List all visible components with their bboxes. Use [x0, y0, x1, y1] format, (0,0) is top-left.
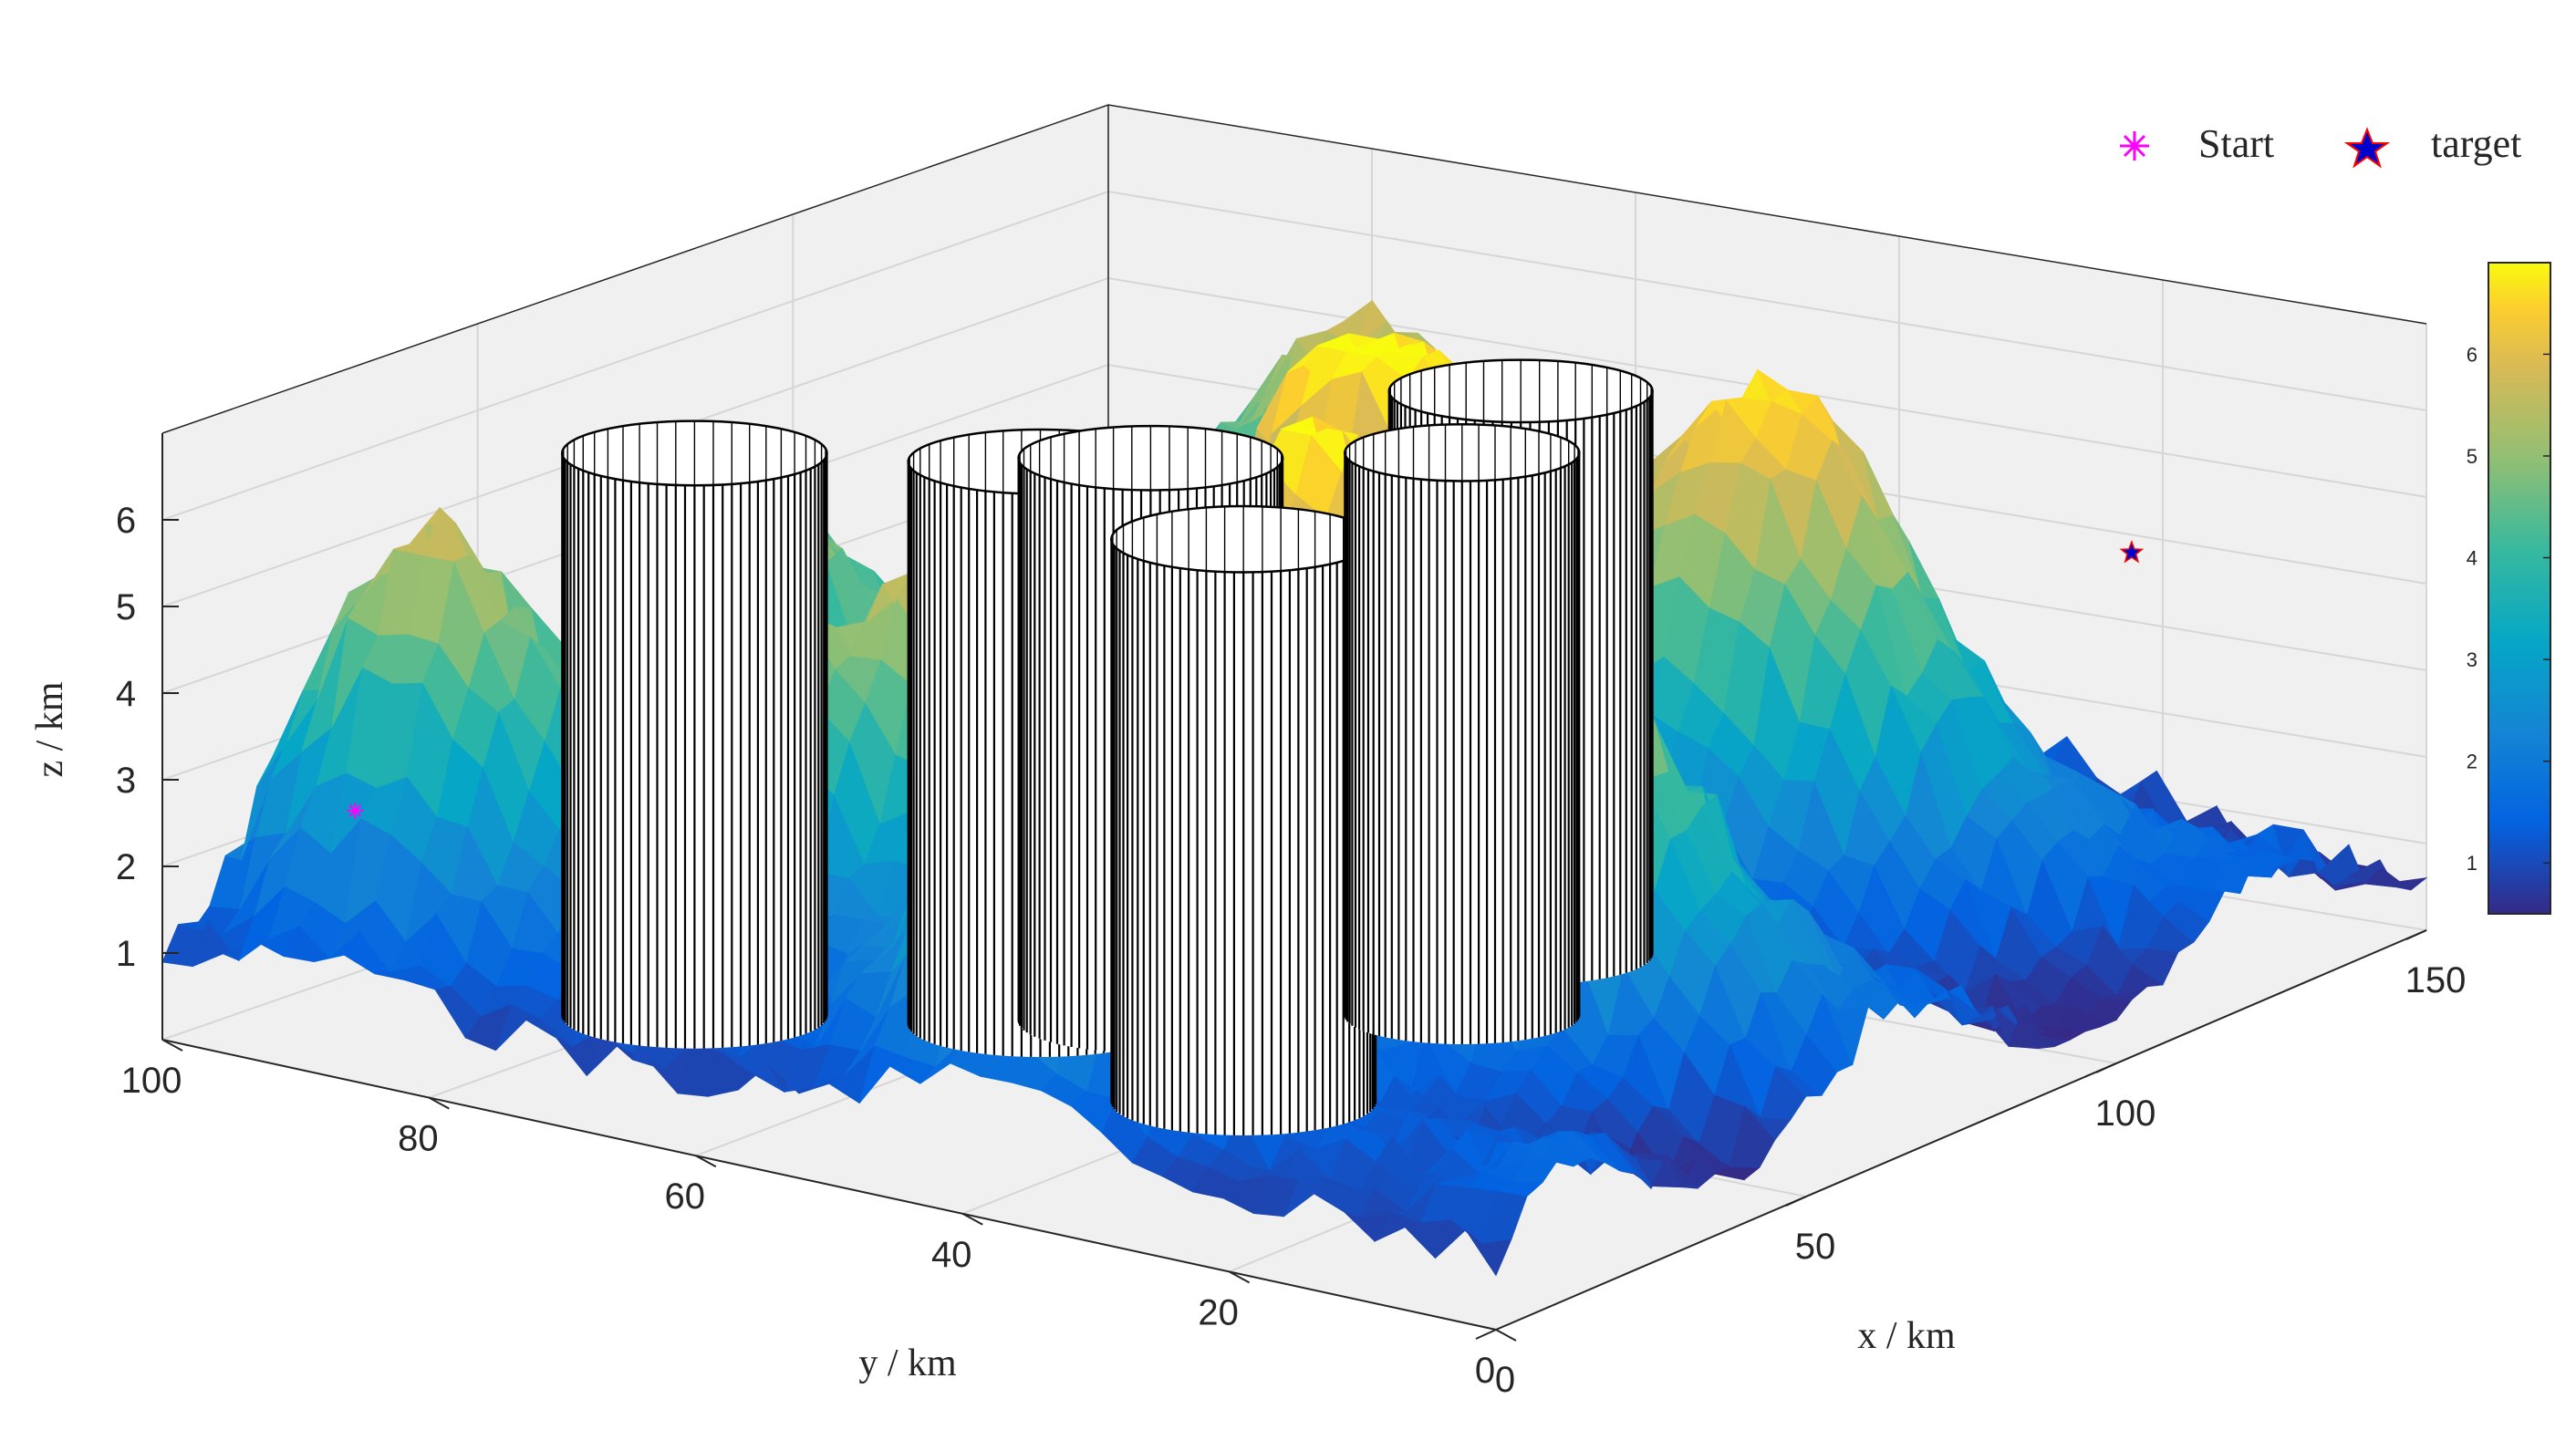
z-tick-label: 4 — [116, 674, 136, 714]
path-markers — [347, 539, 2145, 819]
no-fly-cylinder — [561, 420, 828, 1049]
y-tick-mark — [961, 1212, 983, 1226]
legend-target-entry: target — [2343, 121, 2521, 169]
y-tick-mark — [695, 1155, 717, 1168]
x-tick-label: 0 — [1495, 1360, 1515, 1400]
y-tick-mark — [161, 1039, 183, 1052]
target-marker-icon — [2343, 127, 2391, 169]
start-point-marker — [347, 802, 364, 819]
x-axis-line — [1495, 929, 2427, 1331]
y-tick-label: 80 — [398, 1119, 439, 1159]
y-tick-label: 60 — [665, 1176, 706, 1217]
y-tick-label: 40 — [931, 1235, 972, 1275]
legend-start-entry: Start — [2120, 121, 2274, 166]
colorbar-tick-label: 1 — [2467, 852, 2477, 875]
z-tick-label: 5 — [116, 587, 136, 627]
surface-facet — [2380, 867, 2428, 891]
no-fly-cylinder — [1110, 504, 1377, 1136]
z-tick-label: 2 — [116, 847, 136, 887]
legend-start-label: Start — [2198, 121, 2274, 166]
z-axis-label: z / km — [29, 681, 71, 777]
z-tick-label: 3 — [116, 761, 136, 801]
colorbar-tick-label: 4 — [2467, 547, 2477, 570]
tick-labels: 0 20 40 60 80 100 0 50 100 150 1 2 3 4 5 6 — [116, 501, 2467, 1400]
z-tick-label: 6 — [116, 501, 136, 541]
y-tick-label: 20 — [1198, 1292, 1239, 1332]
legend-target-label: target — [2431, 121, 2521, 166]
no-fly-cylinders — [561, 358, 1654, 1136]
y-tick-label: 100 — [121, 1061, 182, 1101]
y-tick-mark — [428, 1096, 450, 1110]
y-axis-line — [161, 1039, 1497, 1331]
x-tick-label: 100 — [2095, 1093, 2156, 1134]
colorbar-tick-label: 6 — [2467, 343, 2477, 366]
x-tick-mark — [2095, 1062, 2117, 1073]
colorbar-ticks: 1 2 3 4 5 6 — [2467, 343, 2550, 875]
x-tick-mark — [1785, 1196, 1807, 1207]
no-fly-cylinder — [1344, 422, 1581, 1044]
legend: Start target — [2120, 121, 2521, 169]
x-tick-label: 50 — [1795, 1227, 1836, 1267]
x-tick-label: 150 — [2405, 960, 2467, 1000]
x-tick-mark — [1475, 1329, 1497, 1340]
start-marker-icon — [2120, 131, 2149, 161]
colorbar: 1 2 3 4 5 6 — [2467, 262, 2551, 915]
x-tick-mark — [2405, 929, 2427, 940]
y-tick-label: 0 — [1475, 1351, 1495, 1391]
colorbar-tick-label: 5 — [2467, 445, 2477, 468]
colorbar-tick-label: 3 — [2467, 648, 2477, 671]
colorbar-bar — [2488, 262, 2551, 915]
colorbar-tick-label: 2 — [2467, 751, 2477, 773]
target-point-marker — [2119, 539, 2145, 564]
y-tick-mark — [1229, 1270, 1251, 1284]
axes-lines — [161, 433, 2427, 1342]
y-axis-label: y / km — [858, 1342, 957, 1384]
z-tick-label: 1 — [116, 934, 136, 974]
y-tick-mark — [1495, 1329, 1517, 1342]
start-point-ray — [348, 804, 361, 817]
x-axis-label: x / km — [1857, 1315, 1956, 1357]
